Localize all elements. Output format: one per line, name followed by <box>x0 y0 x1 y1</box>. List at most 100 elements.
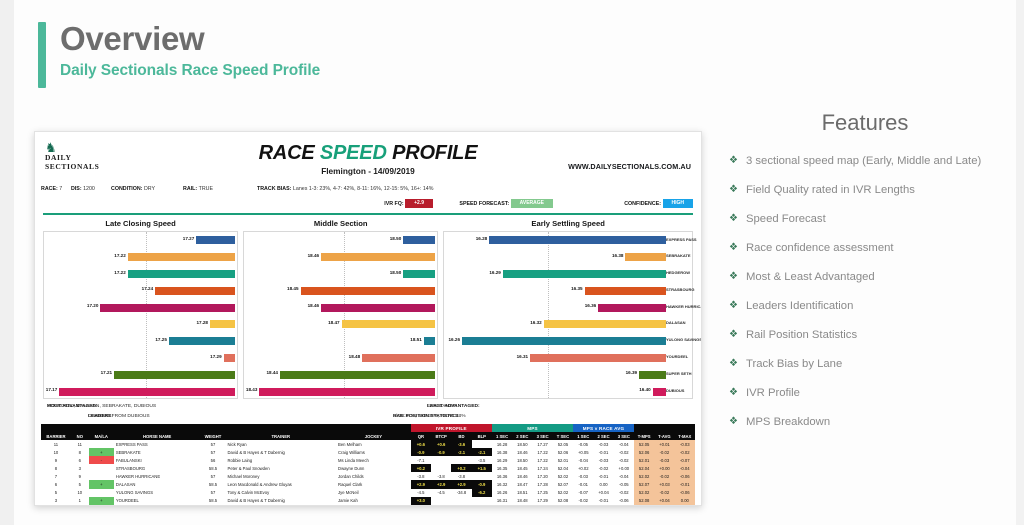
cell-qr: -0.9 <box>410 448 432 457</box>
cell-mps-3: -0.02 <box>613 456 634 465</box>
bar-super-seth <box>279 370 436 379</box>
col-header-3-sec: 3 SEC <box>532 432 553 440</box>
bar-hedgerow <box>502 269 666 278</box>
bar-value-label: 18.47 <box>328 319 340 325</box>
cell-bd: -1.8 <box>451 504 472 505</box>
cell-sec-1: 16.35 <box>491 464 513 473</box>
bar-hedgerow <box>403 269 436 278</box>
daily-sectionals-logo: ♞ DAILY SECTIONALS <box>45 141 135 171</box>
table-row[interactable]: 10 8 + SEBRAKATE 57 David & B Hayes & T Daber… <box>41 448 695 457</box>
diamond-bullet-icon: ❖ <box>729 242 738 253</box>
bar-express-pass <box>403 236 436 245</box>
bar-category-label: DALASAN <box>666 320 686 326</box>
cell-trainer: Michael Moroney <box>225 472 337 481</box>
cell-sec-3: 17.27 <box>532 440 553 449</box>
cell-sec-2: 18.51 <box>512 488 533 497</box>
bar-category-label: HAWKER HURRICANE <box>666 303 701 309</box>
bar-hawker-hurricane <box>100 303 236 312</box>
cell-sec-total: 52.08 <box>552 496 574 505</box>
cell-sec-2: 18.44 <box>512 504 533 505</box>
bar-express-pass <box>489 236 666 245</box>
page-title: Overview <box>60 20 205 57</box>
feature-item-2: ❖ Speed Forecast <box>715 212 1015 226</box>
cell-blp: -0.9 <box>471 480 492 489</box>
chart-bar-row: 17.20 <box>44 299 236 316</box>
feature-item-5: ❖ Leaders Identification <box>715 299 1015 313</box>
col-header-trainer: TRAINER <box>225 432 337 440</box>
cell-btcp <box>431 496 452 505</box>
cell-jockey: Ms Linda Meech <box>336 456 411 465</box>
chart-bar-row: 17.25 <box>44 333 236 350</box>
left-edge-shadow <box>0 0 14 525</box>
col-header-bd: BD <box>451 432 472 440</box>
cell-weight: 58.5 <box>200 480 226 489</box>
cell-barrier: 5 <box>41 488 71 497</box>
slide-header: Overview Daily Sectionals Race Speed Pro… <box>38 20 320 88</box>
rail-position-statistics-value: L/OP:31%, MID:35%, REAR:34% <box>393 414 466 419</box>
bar-sebrakate <box>625 253 666 262</box>
cell-bd: -34.8 <box>451 488 472 497</box>
bar-yulong-savings <box>168 337 236 346</box>
cell-mps-3: -0.02 <box>613 448 634 457</box>
ivr-fq-badge: +2.9 <box>405 199 433 208</box>
cell-weight: 58.5 <box>200 504 226 505</box>
table-row[interactable]: 7 9 HAWKER HURRICANE 57 Michael Moroney Jorda… <box>41 472 695 481</box>
cell-sec-2: 18.46 <box>512 448 533 457</box>
bar-yourdeel <box>223 353 236 362</box>
cell-mps-1: -0.03 <box>573 472 594 481</box>
bar-hedgerow <box>127 269 236 278</box>
cell-weight: 57 <box>200 440 226 449</box>
cell-mps-3: -0.04 <box>613 472 634 481</box>
cell-mps-2: -0.01 <box>593 496 614 505</box>
cell-sec-3: 17.25 <box>532 488 553 497</box>
bar-value-label: 16.29 <box>489 269 501 275</box>
bar-category-label: HEDGEROW <box>666 270 690 276</box>
header-accent-bar <box>38 22 46 88</box>
cell-mps-1: +0.06 <box>573 504 594 505</box>
bar-category-label: EXPRESS PASS <box>666 236 697 242</box>
table-row[interactable]: 3 1 + YOURDEEL 58.5 David & B Hayes & T Daber… <box>41 496 695 505</box>
bar-express-pass <box>196 236 236 245</box>
least-advantaged-label: LEAST ADVANTAGED: <box>427 404 480 409</box>
chart-title-2: Early Settling Speed <box>531 219 605 228</box>
diamond-bullet-icon: ❖ <box>729 300 738 311</box>
col-header-blp: BLP <box>471 432 492 440</box>
chart-plot-2: 16.28 EXPRESS PASS 16.38 SEBRAKATE 16.29 HEDG… <box>443 231 701 399</box>
feature-label: IVR Profile <box>745 387 800 399</box>
cell-barrier: 6 <box>41 480 71 489</box>
race-label: RACE: <box>41 186 58 192</box>
cell-barrier: 11 <box>41 440 71 449</box>
table-row[interactable]: 8 3 STRASBOURG 58.5 Peter & Paul Snowden Dway… <box>41 464 695 473</box>
cell-sec-3: 17.22 <box>532 456 553 465</box>
cell-sec-3: 17.28 <box>532 480 553 489</box>
table-row[interactable]: 11 11 EXPRESS PASS 57 Nick Ryan Ben Melham +0.… <box>41 440 695 449</box>
chart-bar-row: 17.29 <box>44 350 236 367</box>
cell-blp <box>471 496 492 505</box>
feature-item-1: ❖ Field Quality rated in IVR Lengths <box>715 183 1015 197</box>
table-row[interactable]: 5 10 YULONG SAVINGS 57 Tony & Calvin McEvoy J… <box>41 488 695 497</box>
col-header-t-sec: T SEC <box>552 432 574 440</box>
bar-sebrakate <box>321 253 436 262</box>
bar-value-label: 18.43 <box>245 387 258 393</box>
table-row[interactable]: 6 5 + DALASAN 58.5 Leon Macdonald & Andrew Gl… <box>41 480 695 489</box>
cell-trainer: Tony & Calvin McEvoy <box>225 488 337 497</box>
table-row[interactable]: 9 6- FABULANSKI 56 Robbie Laing Ms Linda Meec… <box>41 456 695 465</box>
rail-position-statistics-label: RAIL POSITION STATISTICS: <box>393 414 460 419</box>
cell-t-avg: -0.02 <box>654 472 675 481</box>
cell-trainer: Robbie Laing <box>225 456 337 465</box>
cell-horse-name: STRASBOURG <box>113 464 201 473</box>
cell-sec-2: 18.48 <box>512 496 533 505</box>
features-panel: Features ❖ 3 sectional speed map (Early, … <box>715 110 1015 444</box>
cell-btcp <box>431 464 452 473</box>
cell-jockey: Jordan Childs <box>336 472 411 481</box>
table-row[interactable]: 24 SUPER SETH58.5Anthony FreedmanMark Zah… <box>41 504 695 505</box>
cell-sec-total: 52.07 <box>552 480 574 489</box>
bar-strasbourg <box>584 286 666 295</box>
cell-weight: 56 <box>200 456 226 465</box>
track-bias-label: TRACK BIAS: <box>257 186 292 192</box>
cell-sec-1: 16.36 <box>491 472 513 481</box>
cell-ma-la: + <box>88 448 114 457</box>
cell-bd: +2.9 <box>451 480 472 489</box>
chart-bar-row: 18.45 <box>244 282 436 299</box>
cell-btcp: -1.9 <box>431 504 452 505</box>
